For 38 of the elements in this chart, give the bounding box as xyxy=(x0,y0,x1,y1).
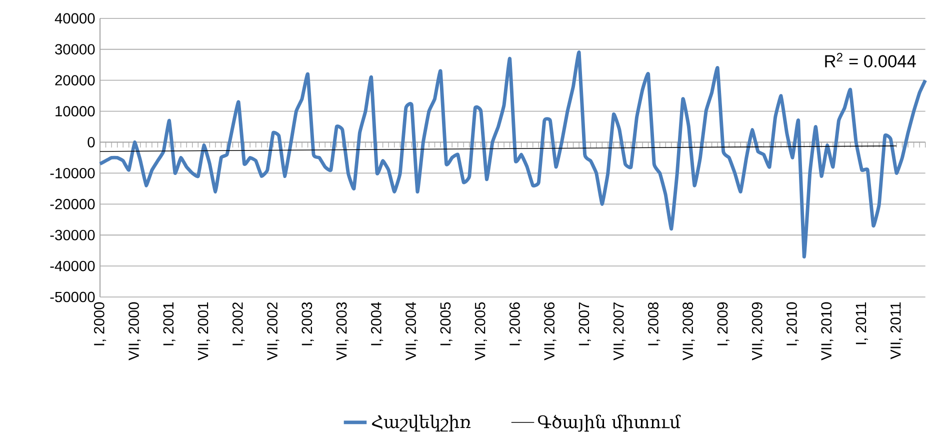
x-tick-label: I, 2000 xyxy=(94,302,106,346)
y-tick-label: 10000 xyxy=(56,106,95,116)
x-tick-label: VII, 2001 xyxy=(198,302,210,360)
x-tick-label: VII, 2005 xyxy=(474,302,487,360)
legend-label: Հաշվեկշիռ xyxy=(372,414,471,432)
x-tick-label: I, 2010 xyxy=(786,302,799,346)
x-tick-label: VII, 2010 xyxy=(821,302,834,360)
x-tick-label: VII, 2009 xyxy=(752,302,764,360)
x-tick-label: I, 2008 xyxy=(648,302,660,346)
y-tick-label: -40000 xyxy=(50,260,95,272)
y-tick-label: -20000 xyxy=(50,198,95,210)
line-series xyxy=(98,50,928,258)
x-tick-label: VII, 2006 xyxy=(544,302,556,360)
x-tick-label: I, 2005 xyxy=(440,302,452,346)
x-tick-label: I, 2006 xyxy=(510,302,522,346)
y-tick-label: 40000 xyxy=(54,13,95,24)
x-tick-label: I, 2002 xyxy=(232,302,245,346)
y-tick-label: -10000 xyxy=(50,168,95,178)
y-tick-label: 30000 xyxy=(55,44,95,54)
annotation: R$^{2}$ = 0.0044 xyxy=(825,52,916,68)
x-tick-label: VII, 2008 xyxy=(682,302,695,360)
legend-label: Գծային միտում xyxy=(538,414,681,432)
y-tick-label: 0 xyxy=(88,137,95,148)
x-tick-label: I, 2009 xyxy=(717,302,730,346)
y-tick-label: -30000 xyxy=(50,230,95,240)
x-tick-label: VII, 2003 xyxy=(336,302,348,360)
x-tick-label: I, 2007 xyxy=(578,302,591,346)
x-tick-label: I, 2001 xyxy=(163,302,176,346)
x-tick-label: I, 2011 xyxy=(856,302,868,344)
x-tick-label: VII, 2002 xyxy=(267,302,280,360)
x-tick-label: I, 2004 xyxy=(371,302,384,346)
x-tick-label: VII, 2011 xyxy=(890,302,903,360)
x-tick-label: VII, 2004 xyxy=(406,302,418,360)
y-tick-label: 20000 xyxy=(55,75,95,86)
x-tick-label: I, 2003 xyxy=(302,302,314,346)
y-tick-label: -50000 xyxy=(50,292,95,302)
x-tick-label: VII, 2000 xyxy=(128,302,141,360)
x-tick-label: VII, 2007 xyxy=(613,302,626,360)
